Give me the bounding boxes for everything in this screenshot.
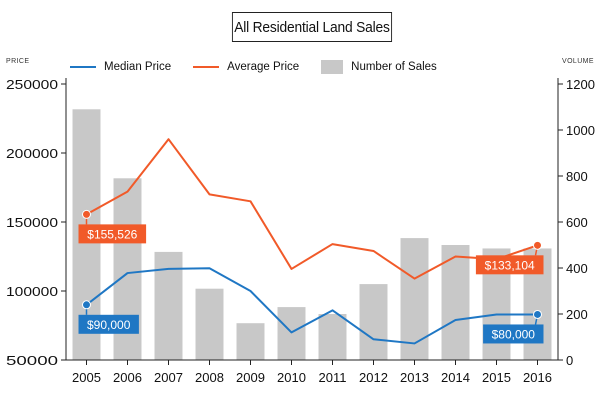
legend-label-median: Median Price — [104, 61, 172, 73]
right-tick-label: 200 — [566, 307, 588, 322]
legend: Median Price Average Price Number of Sal… — [70, 60, 459, 74]
line-median-price — [85, 267, 538, 345]
legend-item-average: Average Price — [193, 61, 299, 73]
legend-swatch-median — [70, 66, 96, 68]
right-axis-caption: VOLUME — [562, 58, 594, 65]
left-tick-label: 50000 — [6, 353, 58, 368]
annotation-marker — [533, 240, 542, 250]
x-tick-label: 2008 — [195, 370, 224, 385]
bar-2008 — [195, 288, 224, 360]
x-tick-label: 2014 — [441, 370, 470, 385]
legend-swatch-average — [193, 66, 220, 68]
x-tick-label: 2009 — [236, 370, 265, 385]
chart-title: All Residential Land Sales — [231, 12, 393, 42]
annotation-marker — [82, 300, 91, 310]
annotation-label: $133,104 — [485, 258, 535, 272]
left-axis-caption: PRICE — [6, 58, 30, 65]
legend-item-median: Median Price — [70, 61, 171, 73]
annotation-label: $80,000 — [492, 327, 536, 341]
bar-2009 — [236, 323, 265, 360]
bar-2010 — [277, 307, 306, 360]
annotation-box — [475, 255, 544, 275]
line-average-price — [86, 138, 538, 280]
legend-label-average: Average Price — [227, 61, 300, 73]
x-tick-label: 2015 — [482, 370, 511, 385]
left-tick-label: 200000 — [6, 146, 58, 161]
left-tick-label: 250000 — [6, 77, 58, 92]
legend-item-sales: Number of Sales — [321, 60, 437, 74]
x-tick-label: 2006 — [113, 370, 142, 385]
annotation-label: $155,526 — [87, 227, 137, 241]
annotation-box — [483, 324, 544, 344]
x-tick-label: 2007 — [154, 370, 183, 385]
x-tick-label: 2012 — [359, 370, 388, 385]
x-tick-label: 2016 — [523, 370, 552, 385]
bar-2011 — [318, 314, 347, 360]
legend-swatch-sales — [321, 60, 344, 74]
annotation-label: $90,000 — [87, 318, 131, 332]
left-tick-label: 150000 — [6, 215, 58, 230]
legend-label-sales: Number of Sales — [351, 61, 437, 73]
bar-2013 — [400, 238, 429, 360]
left-tick-label: 100000 — [6, 284, 58, 299]
annotation-marker — [533, 309, 542, 319]
x-tick-label: 2010 — [277, 370, 306, 385]
right-tick-label: 400 — [566, 261, 588, 276]
right-tick-label: 1200 — [566, 77, 595, 92]
bar-2014 — [441, 245, 470, 360]
annotation-marker — [82, 209, 91, 219]
x-tick-label: 2011 — [319, 370, 347, 385]
right-tick-label: 0 — [566, 353, 573, 368]
x-tick-label: 2013 — [400, 370, 429, 385]
right-tick-label: 1000 — [566, 123, 595, 138]
right-tick-label: 800 — [566, 169, 588, 184]
bar-2012 — [359, 284, 388, 360]
x-tick-label: 2005 — [72, 370, 101, 385]
annotation-box — [78, 224, 147, 244]
right-tick-label: 600 — [566, 215, 588, 230]
annotation-box — [78, 314, 139, 334]
